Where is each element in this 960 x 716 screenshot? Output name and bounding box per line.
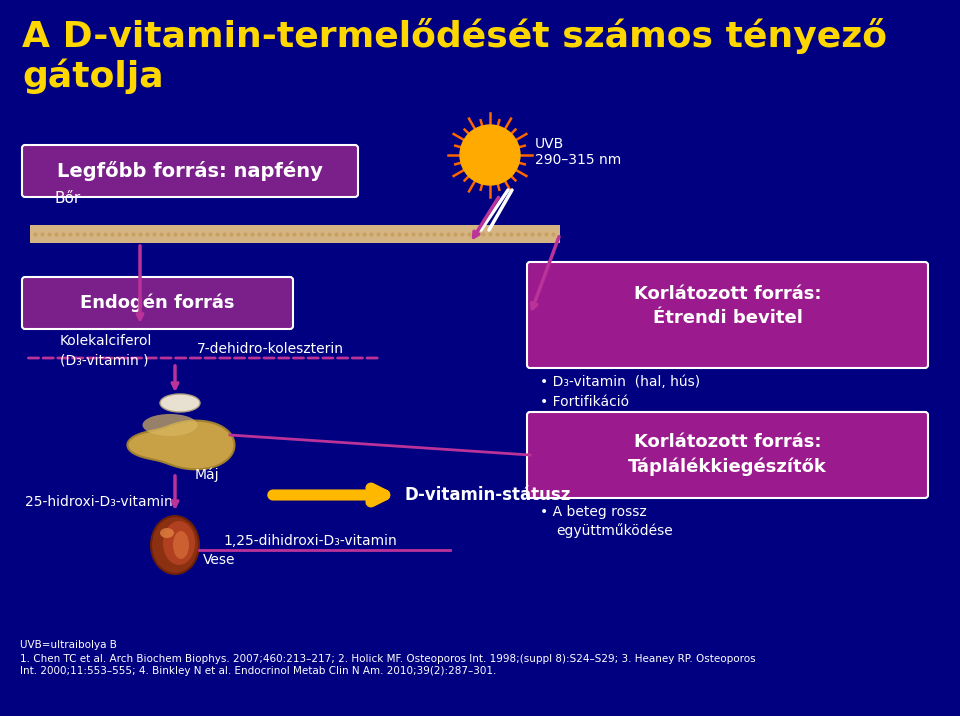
Ellipse shape	[160, 394, 200, 412]
Text: 1. Chen TC et al. Arch Biochem Biophys. 2007;460:213–217; 2. Holick MF. Osteopor: 1. Chen TC et al. Arch Biochem Biophys. …	[20, 654, 756, 664]
Text: • A beteg rossz: • A beteg rossz	[540, 505, 647, 519]
Text: Máj: Máj	[195, 467, 220, 481]
Ellipse shape	[163, 521, 195, 565]
Text: Étrendi bevitel: Étrendi bevitel	[653, 309, 803, 327]
Text: Táplálékkiegészítők: Táplálékkiegészítők	[628, 457, 827, 475]
Text: Korlátozott forrás:: Korlátozott forrás:	[634, 285, 821, 303]
FancyBboxPatch shape	[22, 277, 293, 329]
Text: UVB=ultraibolya B: UVB=ultraibolya B	[20, 640, 117, 650]
Ellipse shape	[173, 531, 189, 559]
Text: Vese: Vese	[203, 553, 235, 567]
Text: 7-dehidro-koleszterin: 7-dehidro-koleszterin	[197, 342, 344, 356]
Circle shape	[460, 125, 520, 185]
Text: Endogén forrás: Endogén forrás	[81, 294, 235, 312]
Text: Bőr: Bőr	[55, 191, 82, 206]
Ellipse shape	[151, 516, 199, 574]
Text: • Fortifikáció: • Fortifikáció	[540, 395, 629, 409]
Text: Legfőbb forrás: napfény: Legfőbb forrás: napfény	[57, 161, 323, 181]
Bar	[30, 225, 560, 243]
Text: Int. 2000;11:553–555; 4. Binkley N et al. Endocrinol Metab Clin N Am. 2010;39(2): Int. 2000;11:553–555; 4. Binkley N et al…	[20, 666, 496, 676]
Text: együttműködése: együttműködése	[556, 523, 673, 538]
Text: Kolekalciferol
(D₃-vitamin ): Kolekalciferol (D₃-vitamin )	[60, 334, 153, 367]
FancyBboxPatch shape	[527, 262, 928, 368]
Ellipse shape	[142, 414, 198, 436]
Text: Korlátozott forrás:: Korlátozott forrás:	[634, 433, 821, 451]
Ellipse shape	[160, 528, 174, 538]
Text: A D-vitamin-termelődését számos tényező: A D-vitamin-termelődését számos tényező	[22, 18, 887, 54]
FancyBboxPatch shape	[527, 412, 928, 498]
Text: D-vitamin-státusz: D-vitamin-státusz	[405, 486, 571, 504]
FancyBboxPatch shape	[22, 145, 358, 197]
Text: gátolja: gátolja	[22, 58, 163, 94]
Text: 1,25-dihidroxi-D₃-vitamin: 1,25-dihidroxi-D₃-vitamin	[223, 534, 396, 548]
Text: UVB
290–315 nm: UVB 290–315 nm	[535, 137, 621, 168]
Text: • D₃-vitamin  (hal, hús): • D₃-vitamin (hal, hús)	[540, 375, 700, 389]
Text: 25-hidroxi-D₃-vitamin: 25-hidroxi-D₃-vitamin	[25, 495, 173, 509]
Polygon shape	[128, 420, 234, 470]
